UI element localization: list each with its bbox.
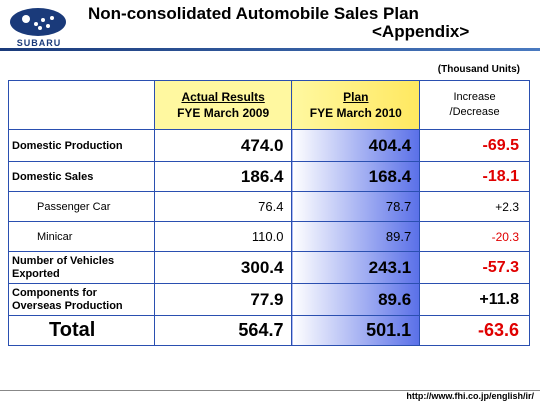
change-value: -57.3 [419,251,530,284]
row-label-line2: Overseas Production [12,299,123,312]
footer-url: http://www.fhi.co.jp/english/ir/ [406,391,534,401]
table-row: Number of Vehicles Exported 300.4 243.1 … [8,251,530,284]
actual-value: 564.7 [153,315,293,346]
plan-value: 89.7 [291,221,421,252]
actual-value: 110.0 [153,221,293,252]
table-row: Domestic Production 474.0 404.4 -69.5 [8,129,530,162]
change-value: +11.8 [419,283,530,316]
plan-value: 78.7 [291,191,421,222]
change-value: -63.6 [419,315,530,346]
plan-value: 243.1 [291,251,421,284]
row-label-line1: Components for [12,286,97,299]
page-subtitle: <Appendix> [372,22,470,41]
table-row: Domestic Sales 186.4 168.4 -18.1 [8,161,530,192]
header-change: Increase /Decrease [419,80,530,130]
page-title: Non-consolidated Automobile Sales Plan [88,4,419,23]
actual-value: 77.9 [153,283,293,316]
header-actual-title: Actual Results [181,90,265,104]
change-value: -69.5 [419,129,530,162]
header-actual-sub: FYE March 2009 [177,106,270,120]
subaru-stars-icon [10,8,66,36]
row-label: Domestic Sales [8,161,155,192]
table-row: Minicar 110.0 89.7 -20.3 [8,221,530,252]
units-label: (Thousand Units) [437,64,520,75]
row-label-line1: Number of Vehicles [12,254,115,267]
table-row: Components for Overseas Production 77.9 … [8,283,530,316]
header-plan: Plan FYE March 2010 [291,80,421,130]
footer-rule [0,390,540,391]
logo-text: SUBARU [16,38,62,48]
table-row-total: Total 564.7 501.1 -63.6 [8,315,530,346]
table-row: Passenger Car 76.4 78.7 +2.3 [8,191,530,222]
row-label: Total [8,315,155,346]
row-label: Number of Vehicles Exported [8,251,155,284]
change-value: -20.3 [419,221,530,252]
change-value: -18.1 [419,161,530,192]
header-actual: Actual Results FYE March 2009 [153,80,293,130]
row-label: Components for Overseas Production [8,283,155,316]
plan-value: 89.6 [291,283,421,316]
header-change-line2: /Decrease [449,106,500,118]
actual-value: 300.4 [153,251,293,284]
subaru-logo: SUBARU [10,8,68,48]
plan-value: 501.1 [291,315,421,346]
plan-value: 404.4 [291,129,421,162]
row-label: Passenger Car [8,191,155,222]
header-plan-title: Plan [343,90,369,104]
header-plan-sub: FYE March 2010 [309,106,402,120]
sales-plan-table: Actual Results FYE March 2009 Plan FYE M… [8,80,530,346]
header-rule [0,48,540,51]
header-change-line1: Increase [453,91,496,103]
actual-value: 186.4 [153,161,293,192]
row-label: Minicar [8,221,155,252]
row-label-line2: Exported [12,267,60,280]
header-blank [8,80,155,130]
header-row: Actual Results FYE March 2009 Plan FYE M… [8,80,530,130]
actual-value: 474.0 [153,129,293,162]
plan-value: 168.4 [291,161,421,192]
row-label: Domestic Production [8,129,155,162]
actual-value: 76.4 [153,191,293,222]
change-value: +2.3 [419,191,530,222]
